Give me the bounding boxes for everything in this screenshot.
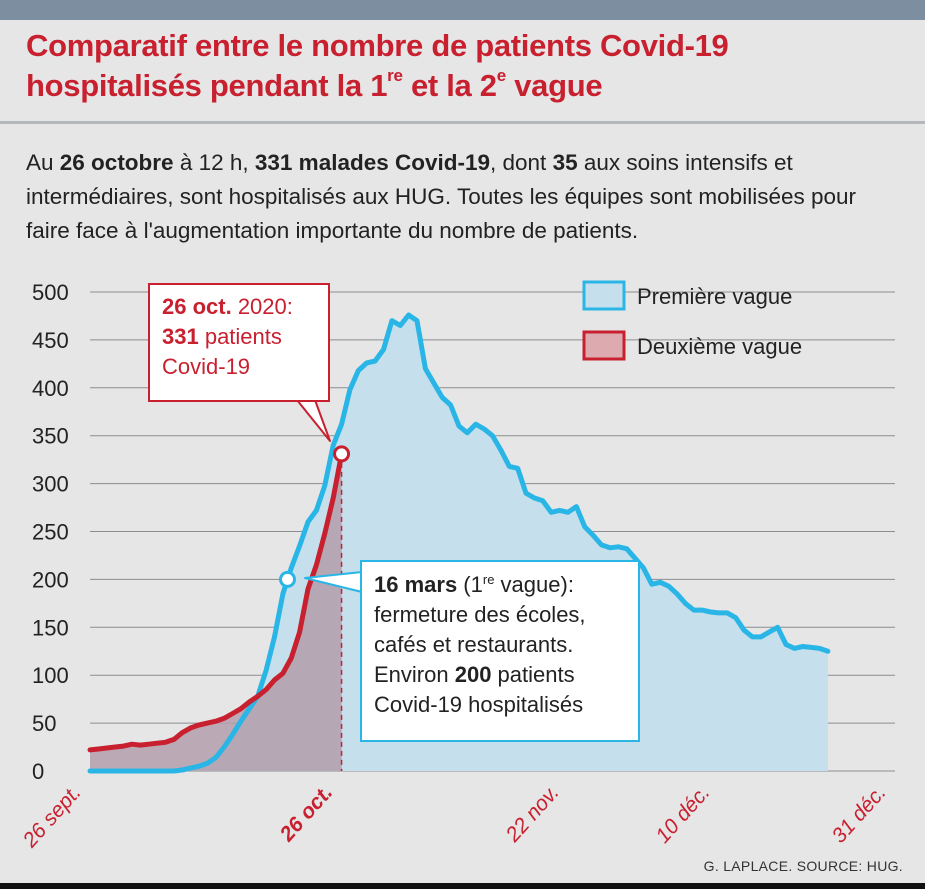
callout-first-line2: fermeture des écoles, — [374, 602, 586, 627]
line-first-wave — [87, 312, 831, 774]
area-second-wave — [90, 453, 342, 771]
x-tick-label: 31 déc. — [828, 781, 891, 848]
callout-second-wave: 26 oct. 2020: 331 patients Covid-19 — [148, 283, 330, 402]
y-tick-label-350: 350 — [32, 424, 69, 449]
y-tick-label-0: 0 — [32, 759, 44, 784]
header-divider — [0, 121, 925, 124]
callout-first-paren-a: (1 — [457, 572, 483, 597]
x-tick-label: 10 déc. — [651, 781, 714, 848]
y-tick-label-100: 100 — [32, 663, 69, 688]
y-tick-label-300: 300 — [32, 472, 69, 497]
legend-swatch-second-wave — [582, 330, 626, 361]
chart-areas — [90, 315, 828, 771]
intro-bold-count: 331 malades Covid-19 — [254, 150, 491, 175]
callout-first-date: 16 mars — [374, 572, 458, 597]
intro-bold-icu: 35 — [552, 150, 578, 175]
callout-first-line5: Covid-19 hospitalisés — [374, 692, 584, 717]
y-tick-label-500: 500 — [32, 280, 69, 305]
title-line-2b: et la 2 — [402, 68, 497, 103]
callout-red-pointer — [296, 399, 331, 442]
title-sup-2: e — [496, 66, 506, 85]
callout-second-count-text: patients — [198, 324, 282, 349]
line-second-wave — [87, 451, 345, 753]
callout-second-date: 26 oct. — [162, 294, 232, 319]
title-line-2a: hospitalisés pendant la 1 — [26, 68, 388, 103]
callout-first-line3: cafés et restaurants. — [374, 632, 574, 657]
x-axis-labels: 26 sept. 26 oct. 22 nov. 10 déc. 31 déc. — [18, 781, 891, 853]
intro-bold-date: 26 octobre — [59, 150, 174, 175]
y-tick-label-150: 150 — [32, 615, 69, 640]
chart-title: Comparatif entre le nombre de patients C… — [26, 26, 906, 106]
top-bar — [0, 0, 925, 20]
legend-swatch-first-wave — [582, 280, 626, 311]
legend-label-second-wave: Deuxième vague — [637, 334, 802, 359]
legend-label-first-wave: Première vague — [637, 284, 792, 309]
y-tick-label-450: 450 — [32, 328, 69, 353]
x-tick-label: 26 oct. — [275, 781, 337, 847]
intro-part-1: Au — [26, 150, 60, 175]
callout-first-line4a: Environ — [374, 662, 455, 687]
intro-part-3: , dont — [490, 150, 553, 175]
callout-first-wave: 16 mars (1re vague): fermeture des école… — [360, 560, 640, 742]
title-sup-1: re — [387, 66, 403, 85]
x-tick-label: 22 nov. — [501, 781, 564, 847]
chart-legend: Première vague Deuxième vague — [582, 280, 802, 361]
y-tick-label-250: 250 — [32, 520, 69, 545]
marker-point-second-wave — [333, 445, 351, 463]
y-tick-label-50: 50 — [32, 711, 56, 736]
y-tick-label-400: 400 — [32, 376, 69, 401]
callout-first-line4b: patients — [491, 662, 575, 687]
callout-second-line3: Covid-19 — [162, 354, 251, 379]
chart-marker — [279, 445, 351, 771]
title-line-2c: vague — [505, 68, 603, 103]
callout-first-paren-b: vague): — [494, 572, 574, 597]
callout-second-year: 2020: — [231, 294, 293, 319]
title-line-1: Comparatif entre le nombre de patients C… — [26, 28, 729, 63]
y-axis-labels: 0 50 100 150 200 250 300 350 400 450 500 — [32, 280, 69, 784]
callout-second-count: 331 — [162, 324, 199, 349]
bottom-bar — [0, 883, 925, 889]
x-tick-label: 26 sept. — [18, 781, 86, 853]
marker-point-first-wave — [279, 570, 297, 588]
chart-lines — [87, 312, 831, 774]
intro-text: Au 26 octobre à 12 h, 331 malades Covid-… — [26, 146, 906, 248]
source-credit: G. LAPLACE. SOURCE: HUG. — [703, 858, 903, 874]
area-first-wave — [90, 315, 828, 771]
intro-part-2: à 12 h, — [173, 150, 255, 175]
y-tick-label-200: 200 — [32, 567, 69, 592]
callout-first-count: 200 — [454, 662, 492, 687]
intro-part-4: aux soins intensifs et intermédiaires, s… — [26, 150, 857, 243]
callout-first-sup: re — [482, 572, 495, 587]
